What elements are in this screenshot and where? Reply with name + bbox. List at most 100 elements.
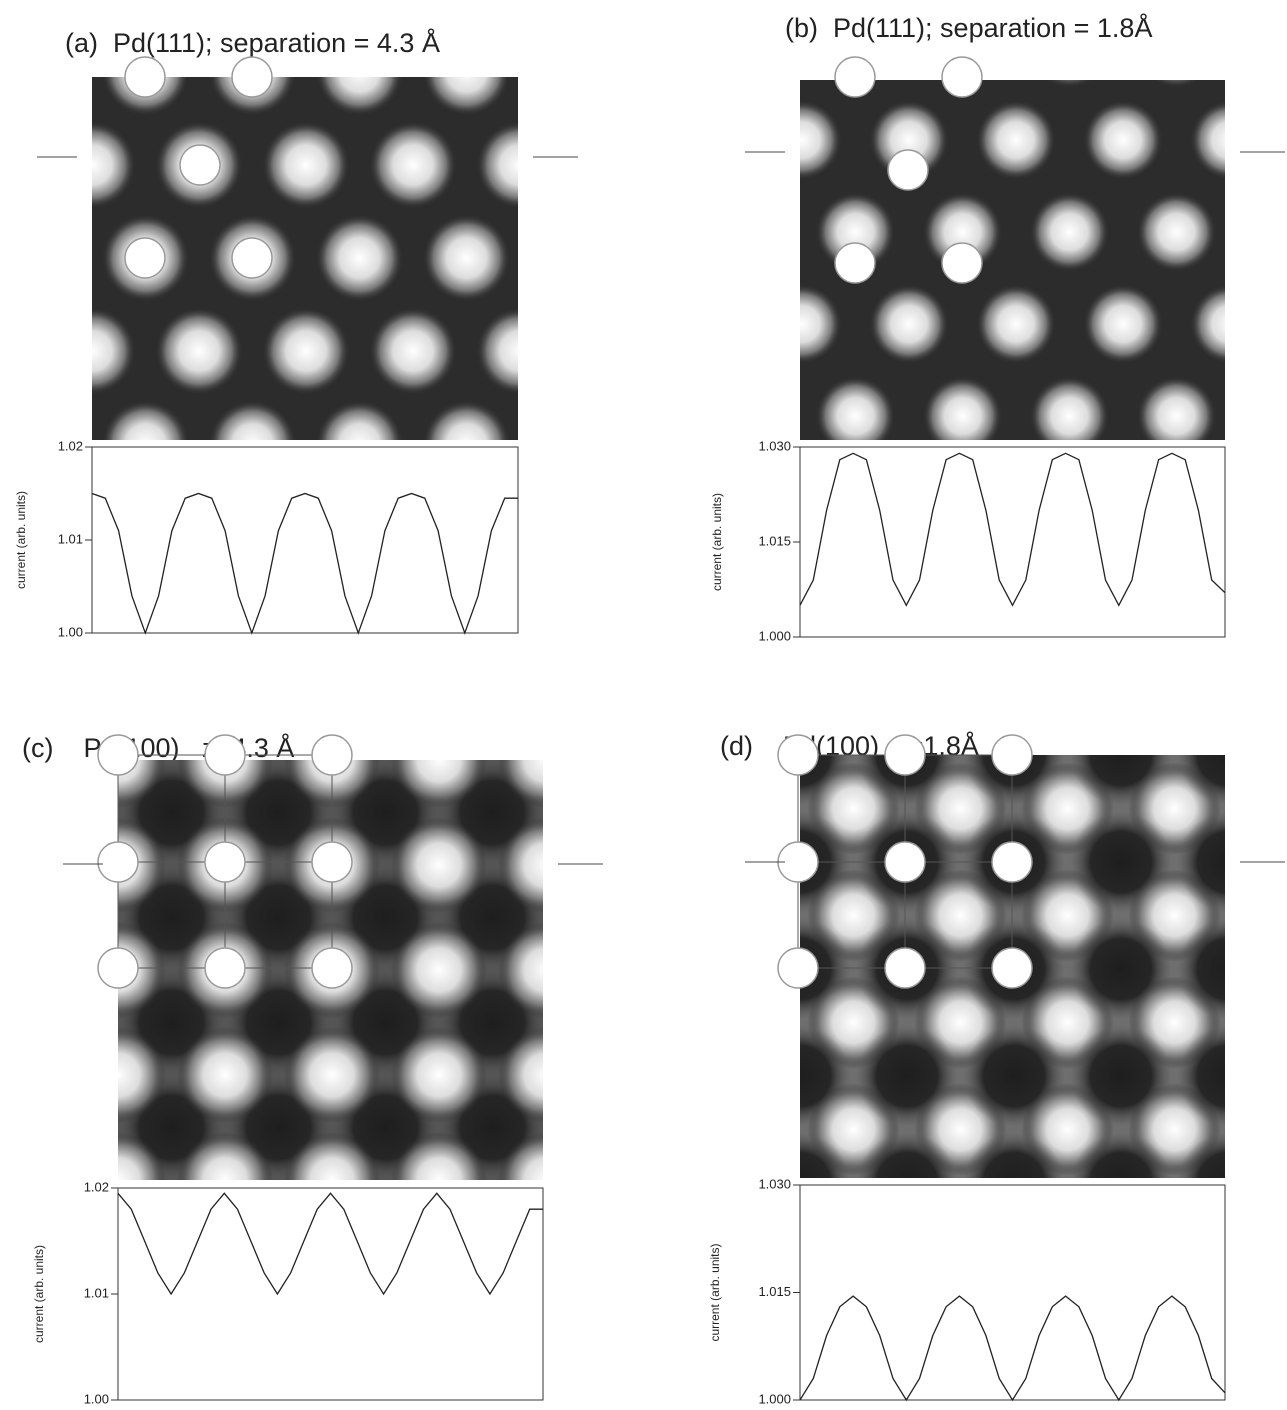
spot — [0, 1132, 59, 1228]
atom — [991, 841, 1033, 883]
spot — [262, 307, 350, 395]
spot — [315, 214, 404, 302]
spot — [369, 121, 457, 209]
spot — [498, 1027, 543, 1123]
spot — [1136, 376, 1217, 440]
spot — [530, 586, 618, 674]
spot — [118, 922, 166, 1018]
atom — [991, 734, 1033, 776]
spot — [1022, 1298, 1114, 1390]
spot — [1029, 192, 1110, 272]
spot — [498, 1132, 543, 1180]
hole — [654, 1285, 760, 1391]
spot — [1190, 284, 1225, 364]
spot — [315, 400, 404, 440]
hole — [12, 1180, 118, 1286]
atom — [204, 947, 246, 989]
y-tick-label: 1.000 — [758, 628, 791, 643]
spot — [284, 1027, 380, 1123]
atom — [311, 841, 353, 883]
atom — [884, 734, 926, 776]
hole — [547, 1075, 653, 1181]
spot — [583, 121, 671, 209]
spot — [816, 560, 896, 640]
spot — [476, 493, 564, 581]
hole — [642, 1239, 743, 1340]
hole — [1177, 1132, 1225, 1178]
spot — [869, 468, 949, 548]
y-tick-label: 1.000 — [758, 1391, 791, 1406]
y-tick-label: 1.02 — [58, 438, 83, 453]
hole — [119, 1285, 225, 1391]
spot — [1236, 870, 1287, 962]
spot — [1236, 1298, 1287, 1390]
hole — [487, 1179, 498, 1180]
spot — [118, 760, 166, 808]
stm-image — [0, 28, 725, 674]
y-tick-label: 1.030 — [758, 438, 791, 453]
spot — [605, 817, 701, 913]
hole — [642, 811, 743, 912]
atom — [834, 56, 876, 98]
spot — [1022, 656, 1114, 748]
hole — [12, 865, 118, 971]
current-line — [117, 1192, 543, 1296]
spot — [391, 1027, 487, 1123]
spot — [808, 1298, 900, 1390]
y-tick-label: 1.00 — [58, 624, 83, 639]
spot — [1244, 560, 1287, 640]
current-line — [799, 452, 1226, 607]
hole — [963, 1239, 1064, 1340]
spot — [605, 1132, 701, 1228]
spot — [815, 192, 896, 272]
atom — [941, 56, 983, 98]
current-line — [91, 492, 518, 635]
atom — [124, 237, 166, 279]
atom — [179, 144, 221, 186]
hole — [273, 1179, 284, 1180]
spot — [262, 493, 350, 581]
spot — [605, 607, 701, 703]
y-tick-label: 1.02 — [84, 1179, 109, 1194]
spot — [1236, 977, 1287, 1069]
hole — [1177, 1239, 1278, 1340]
hole — [1070, 597, 1171, 698]
spot — [391, 607, 487, 703]
y-tick-label: 1.01 — [58, 531, 83, 546]
stm-image — [0, 607, 760, 1391]
spot — [583, 493, 671, 581]
panel-title: (c) Pd(100) z=4.3 Å — [22, 732, 294, 763]
hole — [12, 1075, 118, 1181]
spot — [1129, 1191, 1221, 1283]
spot — [869, 100, 949, 180]
spot — [1152, 80, 1201, 88]
stm-image — [642, 597, 1287, 1390]
atom — [231, 56, 273, 98]
spot — [530, 28, 618, 116]
spot — [0, 1027, 59, 1123]
plot-frame — [799, 446, 1226, 638]
spot — [655, 100, 735, 180]
atom — [887, 149, 929, 191]
spot — [800, 100, 842, 180]
hole — [380, 1179, 391, 1180]
spot — [1244, 376, 1287, 456]
spot — [92, 307, 136, 395]
hole — [547, 970, 653, 1076]
spot — [637, 214, 725, 302]
hole — [856, 1132, 958, 1178]
spot — [915, 1191, 1007, 1283]
hole — [547, 1180, 653, 1286]
atom — [884, 947, 926, 989]
hole — [963, 1132, 1065, 1178]
spot — [1236, 763, 1287, 855]
spot — [1244, 8, 1287, 88]
y-axis-label: current (arb. units) — [710, 493, 724, 591]
spot — [1244, 192, 1287, 272]
spot — [0, 121, 29, 209]
spot — [369, 307, 457, 395]
spot — [1236, 1084, 1287, 1176]
hole — [856, 1239, 957, 1340]
spot — [1236, 656, 1287, 748]
hole — [642, 597, 743, 698]
